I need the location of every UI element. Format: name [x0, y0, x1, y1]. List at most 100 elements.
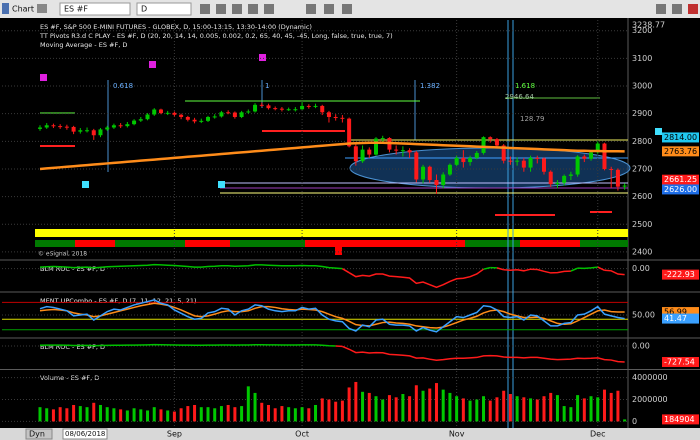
- volume-bar: [320, 398, 324, 422]
- candle-body: [461, 157, 466, 163]
- candle-body: [179, 114, 184, 117]
- candle-body: [568, 174, 573, 176]
- volume-bar: [119, 409, 123, 422]
- y-tick-label: 3200: [632, 26, 652, 35]
- candle-body: [206, 116, 210, 121]
- volume-bar: [293, 408, 297, 422]
- window-title: Chart: [12, 5, 34, 14]
- icon[interactable]: [248, 4, 258, 14]
- volume-bar: [461, 398, 465, 422]
- candle-body: [165, 112, 170, 114]
- candle-body: [427, 166, 432, 181]
- annotation: 1: [265, 82, 269, 90]
- volume-bar: [522, 397, 526, 422]
- icon[interactable]: [306, 4, 316, 14]
- candle-body: [353, 146, 358, 162]
- icon[interactable]: [656, 4, 666, 14]
- time-axis-bar: [0, 428, 700, 440]
- candle-body: [286, 109, 291, 111]
- candle-body: [64, 126, 69, 128]
- start-date: 08/06/2018: [65, 430, 105, 438]
- candle-body: [535, 157, 540, 159]
- candle-body: [105, 127, 110, 130]
- value-tag: [662, 146, 699, 157]
- y-tick-label: 4000000: [632, 373, 668, 382]
- candle-body: [44, 125, 49, 128]
- volume-bar: [152, 407, 156, 422]
- panel-title: BLM ROC - ES #F, D: [40, 343, 105, 351]
- volume-bar: [596, 397, 600, 422]
- y-tick-label: 2900: [632, 109, 652, 118]
- volume-bar: [125, 410, 129, 422]
- candle-body: [259, 104, 264, 106]
- panel-title: ES #F, S&P 500 E-MINI FUTURES - GLOBEX, …: [40, 23, 312, 31]
- series-line: [342, 345, 625, 363]
- candle-body: [185, 116, 190, 120]
- candle-body: [232, 112, 237, 117]
- volume-bar: [72, 404, 76, 422]
- icon[interactable]: [324, 4, 334, 14]
- candle-body: [400, 150, 405, 152]
- candle-body: [494, 139, 499, 146]
- volume-bar: [623, 419, 627, 422]
- icon[interactable]: [200, 4, 210, 14]
- candle-body: [347, 118, 352, 147]
- panel-title: Volume - ES #F, D: [40, 374, 99, 382]
- line-connector: [570, 267, 578, 272]
- value-tag: [662, 174, 699, 185]
- mode: Dyn: [29, 430, 45, 439]
- menu-button[interactable]: [37, 4, 47, 13]
- volume-bar: [576, 395, 580, 422]
- moving-average-line: [39, 141, 625, 171]
- candle-body: [542, 158, 546, 172]
- candle-body: [78, 130, 83, 132]
- icon[interactable]: [232, 4, 242, 14]
- candle-body: [582, 156, 587, 159]
- icon[interactable]: [216, 4, 226, 14]
- volume-bar: [45, 408, 49, 422]
- y-tick-label: 3100: [632, 54, 652, 63]
- volume-bar: [38, 407, 42, 422]
- volume-bar: [542, 396, 546, 422]
- icon[interactable]: [264, 4, 274, 14]
- signal-marker: [655, 128, 662, 135]
- symbol-box[interactable]: [59, 2, 131, 16]
- candle-body: [622, 185, 627, 187]
- candle-body: [158, 109, 163, 114]
- volume-bar: [374, 396, 378, 422]
- volume-bar: [199, 407, 203, 422]
- value-tag-label: 2763.76: [664, 147, 697, 156]
- volume-bar: [65, 408, 69, 422]
- candle-body: [246, 111, 251, 113]
- volume-bar: [562, 406, 566, 422]
- volume-bar: [78, 406, 82, 422]
- volume-bar: [347, 387, 351, 422]
- volume-bar: [582, 398, 586, 422]
- icon[interactable]: [342, 4, 352, 14]
- volume-bar: [98, 404, 102, 422]
- volume-bar: [246, 386, 250, 422]
- candle-body: [38, 127, 42, 129]
- series-line: [348, 268, 484, 289]
- y-top-label: 3238.77: [632, 21, 665, 30]
- volume-bar: [414, 385, 418, 422]
- state-bar-segment: [305, 240, 465, 247]
- date-box[interactable]: [62, 428, 108, 440]
- y-tick-label: 2600: [632, 192, 652, 201]
- candle-body: [562, 175, 567, 183]
- icon[interactable]: [672, 4, 682, 14]
- close-button[interactable]: [688, 4, 698, 14]
- y-tick-label: 2000000: [632, 395, 668, 404]
- x-tick-label: Oct: [295, 430, 309, 439]
- mode-button[interactable]: [25, 428, 53, 440]
- candle-body: [360, 149, 365, 162]
- candle-body: [58, 126, 63, 128]
- candle-body: [253, 104, 258, 112]
- volume-bar: [455, 396, 459, 422]
- symbol: ES #F: [64, 5, 88, 14]
- interval-box[interactable]: [136, 2, 192, 16]
- candle-body: [380, 138, 385, 140]
- volume-bar: [206, 407, 210, 422]
- interval: D: [141, 5, 147, 14]
- volume-bar: [381, 399, 385, 422]
